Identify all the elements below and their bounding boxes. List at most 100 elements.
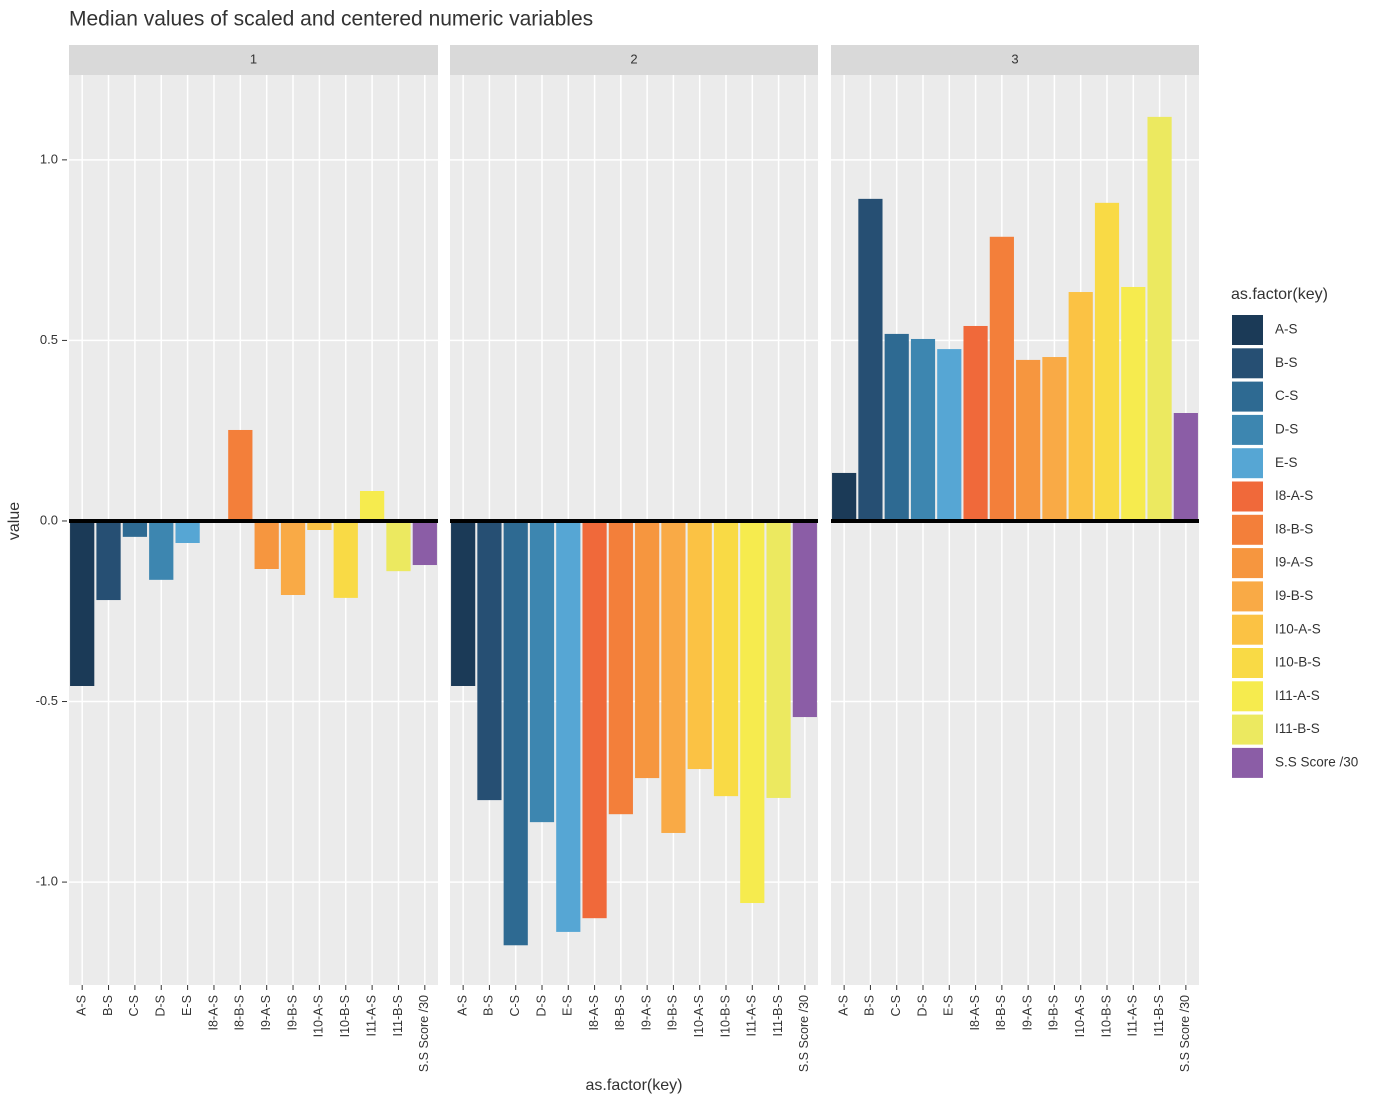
- legend-label: I10-A-S: [1275, 621, 1321, 636]
- x-tick-label: S.S Score /30: [1178, 995, 1192, 1072]
- bar: [503, 520, 528, 946]
- legend-label: I11-B-S: [1275, 721, 1320, 736]
- legend-swatch: [1232, 747, 1263, 778]
- bar: [1094, 202, 1120, 521]
- x-tick-label: I10-B-S: [338, 995, 352, 1037]
- bar: [1147, 116, 1172, 521]
- x-tick-label: I10-B-S: [1099, 995, 1113, 1037]
- y-tick-label: 0.0: [40, 512, 58, 527]
- bar: [149, 520, 174, 580]
- x-tick-label: I9-B-S: [1047, 995, 1061, 1030]
- bar: [1121, 286, 1146, 521]
- x-tick-label: I11-B-S: [391, 995, 405, 1036]
- bar: [963, 325, 988, 521]
- bar: [1042, 357, 1067, 521]
- facet-label: 2: [630, 51, 637, 66]
- legend-swatch: [1232, 548, 1263, 579]
- bar: [766, 520, 791, 798]
- bar: [910, 338, 936, 521]
- bar: [713, 520, 739, 797]
- x-tick-label: I11-B-S: [771, 995, 785, 1036]
- legend-swatch: [1232, 648, 1263, 678]
- y-tick-label: -1.0: [36, 874, 58, 889]
- bar: [451, 520, 476, 686]
- legend-swatch: [1232, 681, 1263, 712]
- legend-label: I10-B-S: [1275, 655, 1321, 670]
- legend-swatch: [1232, 614, 1263, 645]
- x-tick-label: C-S: [508, 995, 522, 1017]
- bar: [529, 520, 555, 823]
- x-tick-label: I8-B-S: [994, 995, 1008, 1030]
- bar: [1016, 359, 1041, 521]
- x-tick-label: C-S: [127, 995, 141, 1017]
- y-axis-title: value: [6, 502, 23, 540]
- x-tick-label: I11-A-S: [364, 995, 378, 1036]
- x-tick-label: A-S: [74, 995, 88, 1016]
- bar: [937, 349, 962, 521]
- x-tick-label: I9-B-S: [666, 995, 680, 1030]
- facet-label: 1: [250, 51, 257, 66]
- facet-strip: [831, 45, 1199, 75]
- x-tick-label: B-S: [863, 995, 877, 1016]
- legend-label: I8-A-S: [1275, 488, 1313, 503]
- bar: [582, 520, 607, 919]
- x-tick-label: B-S: [101, 995, 115, 1016]
- legend-label: I8-B-S: [1275, 521, 1313, 536]
- x-tick-label: I9-A-S: [639, 995, 653, 1030]
- legend-label: B-S: [1275, 355, 1298, 370]
- bar: [333, 520, 358, 598]
- x-tick-label: I10-B-S: [718, 995, 732, 1037]
- x-tick-label: E-S: [561, 995, 575, 1016]
- x-tick-label: D-S: [154, 995, 168, 1017]
- bar: [477, 520, 502, 801]
- x-tick-label: I10-A-S: [312, 995, 326, 1037]
- legend-swatch: [1232, 348, 1263, 379]
- bar: [832, 472, 857, 521]
- x-tick-label: D-S: [915, 995, 929, 1017]
- bar: [412, 520, 437, 566]
- bar: [635, 520, 660, 779]
- bar: [254, 520, 279, 569]
- bar: [661, 520, 686, 833]
- facet-strip: [69, 45, 438, 75]
- bar: [792, 520, 817, 718]
- bar: [1068, 292, 1093, 521]
- chart-title: Median values of scaled and centered num…: [69, 8, 593, 31]
- legend-label: C-S: [1275, 388, 1298, 403]
- bar: [359, 491, 385, 521]
- x-tick-label: I8-A-S: [206, 995, 220, 1030]
- bar: [280, 520, 306, 595]
- x-tick-label: I11-A-S: [1126, 995, 1140, 1036]
- bar: [122, 520, 148, 537]
- x-tick-label: I10-A-S: [1073, 995, 1087, 1037]
- bar: [175, 520, 200, 543]
- bar: [70, 520, 95, 686]
- y-tick-label: 1.0: [40, 151, 58, 166]
- legend-label: E-S: [1275, 455, 1298, 470]
- x-tick-label: I9-A-S: [1020, 995, 1034, 1030]
- x-tick-label: E-S: [942, 995, 956, 1016]
- x-tick-label: I8-A-S: [587, 995, 601, 1030]
- x-tick-label: I9-A-S: [259, 995, 273, 1030]
- bar: [228, 429, 253, 521]
- x-tick-label: B-S: [482, 995, 496, 1016]
- x-tick-label: A-S: [836, 995, 850, 1016]
- bar: [989, 236, 1014, 521]
- legend-swatch: [1232, 581, 1263, 612]
- legend-label: A-S: [1275, 322, 1298, 337]
- legend-swatch: [1232, 714, 1263, 745]
- bar: [858, 198, 883, 521]
- x-axis-title: as.factor(key): [586, 1077, 683, 1094]
- bar: [96, 520, 121, 601]
- panel-background: [831, 75, 1199, 985]
- x-tick-label: I8-B-S: [613, 995, 627, 1030]
- legend-swatch: [1232, 481, 1263, 512]
- bar: [687, 520, 712, 770]
- x-tick-label: I11-A-S: [745, 995, 759, 1036]
- x-tick-label: C-S: [889, 995, 903, 1017]
- x-tick-label: S.S Score /30: [417, 995, 431, 1072]
- bar: [608, 520, 633, 815]
- y-tick-label: 0.5: [40, 332, 58, 347]
- bar: [1173, 413, 1198, 521]
